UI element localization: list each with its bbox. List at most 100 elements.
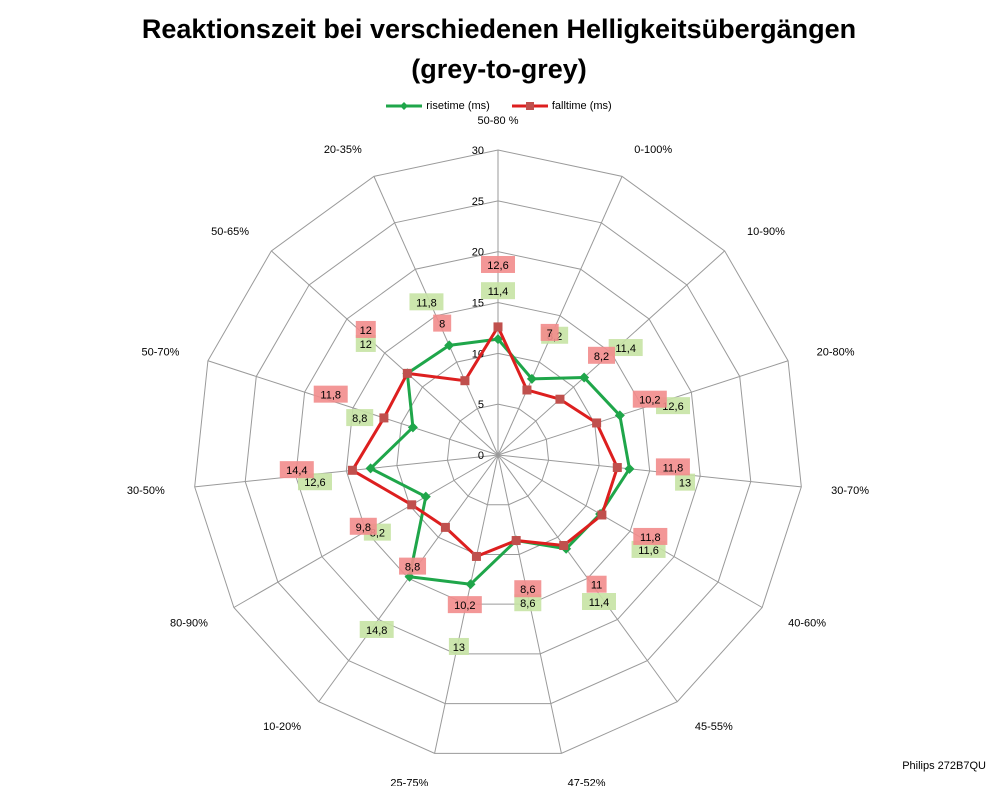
risetime-point	[614, 410, 625, 421]
falltime-data-label: 10,2	[639, 395, 660, 407]
falltime-point	[612, 463, 622, 473]
falltime-label-bg	[633, 527, 668, 545]
risetime-data-label: 12,6	[662, 401, 683, 413]
falltime-label-bg	[313, 385, 348, 403]
category-label: 45-55%	[695, 721, 733, 733]
grid-spoke	[497, 454, 802, 488]
risetime-data-label: 11,4	[589, 597, 610, 609]
falltime-data-label: 8,2	[594, 351, 609, 363]
falltime-point	[522, 385, 532, 395]
risetime-label-bg	[581, 593, 616, 611]
falltime-point	[555, 394, 565, 404]
risetime-label-bg	[359, 620, 394, 638]
risetime-data-label: 13	[679, 478, 691, 490]
grid-spoke	[194, 454, 499, 488]
risetime-data-label: 12	[360, 339, 372, 351]
risetime-point	[526, 373, 537, 384]
risetime-point	[444, 340, 455, 351]
risetime-label-bg	[448, 637, 469, 655]
risetime-label-bg	[514, 594, 542, 612]
category-label: 47-52%	[568, 778, 606, 786]
falltime-point	[511, 536, 521, 546]
falltime-point	[440, 522, 450, 532]
grid-ring-30	[194, 149, 802, 754]
legend-marker-falltime	[511, 102, 548, 110]
risetime-data-label: 13	[453, 642, 465, 654]
legend-item-risetime: risetime (ms)	[386, 100, 490, 112]
falltime-data-label: 7	[547, 328, 553, 340]
series-line-risetime	[369, 337, 631, 586]
falltime-label-bg	[588, 346, 616, 364]
r-tick-label: 0	[478, 450, 484, 462]
falltime-point	[407, 500, 417, 510]
falltime-data-label: 14,4	[286, 465, 307, 477]
series-line-falltime	[350, 326, 619, 558]
risetime-point	[493, 334, 503, 345]
category-label: 0-100%	[634, 144, 672, 156]
risetime-point	[579, 372, 590, 383]
legend-marker-risetime	[386, 102, 423, 110]
falltime-point	[402, 368, 412, 378]
grid-ring-5	[446, 403, 550, 506]
category-label: 30-50%	[127, 485, 165, 497]
risetime-label-bg	[608, 339, 643, 357]
falltime-data-label: 8	[439, 319, 445, 331]
category-label: 50-65%	[211, 226, 249, 238]
grid-ring-15	[345, 301, 651, 605]
falltime-data-label: 11,8	[640, 532, 661, 544]
category-label: 80-90%	[170, 618, 208, 630]
category-label: 50-80 %	[478, 115, 519, 127]
risetime-data-label: 11,8	[416, 297, 437, 309]
risetime-data-label: 12,6	[304, 477, 325, 489]
falltime-data-label: 8,6	[520, 584, 535, 596]
risetime-point	[465, 579, 476, 590]
falltime-point	[379, 413, 389, 423]
category-label: 25-75%	[390, 778, 428, 786]
risetime-label-bg	[481, 282, 515, 300]
falltime-data-label: 11,8	[663, 462, 684, 474]
risetime-point	[624, 463, 635, 474]
legend-label-falltime: falltime (ms)	[551, 100, 612, 112]
falltime-label-bg	[586, 575, 607, 593]
legend-label-risetime: risetime (ms)	[426, 100, 490, 112]
falltime-label-bg	[433, 314, 452, 332]
grid-spoke	[271, 250, 499, 456]
falltime-label-bg	[540, 323, 559, 341]
category-label: 10-20%	[263, 721, 301, 733]
grid-spoke	[497, 176, 623, 456]
falltime-point	[471, 551, 481, 561]
risetime-data-label: 8,8	[352, 413, 367, 425]
falltime-point	[347, 465, 357, 475]
r-tick-label: 25	[472, 196, 484, 208]
risetime-label-bg	[355, 334, 376, 352]
falltime-point	[460, 376, 470, 386]
category-label: 30-70%	[831, 485, 869, 497]
risetime-data-label: 8,6	[520, 598, 535, 610]
category-label: 20-35%	[324, 144, 362, 156]
grid-spoke	[207, 360, 499, 456]
falltime-label-bg	[632, 390, 667, 408]
chart-title-line2: (grey-to-grey)	[411, 54, 587, 84]
falltime-point	[559, 540, 569, 550]
category-label: 20-80%	[817, 346, 855, 358]
category-label: 40-60%	[788, 618, 826, 630]
falltime-data-label: 9,8	[356, 522, 371, 534]
falltime-data-label: 8,8	[405, 562, 420, 574]
legend: risetime (ms) falltime (ms)	[0, 100, 998, 112]
risetime-point	[420, 491, 431, 502]
falltime-data-label: 10,2	[454, 600, 475, 612]
category-label: 50-70%	[141, 346, 179, 358]
falltime-point	[597, 510, 607, 520]
category-label: 10-90%	[747, 226, 785, 238]
grid-ring-25	[244, 200, 752, 705]
falltime-label-bg	[514, 580, 542, 598]
falltime-point	[592, 418, 602, 428]
risetime-label-bg	[409, 293, 444, 311]
grid-spoke	[497, 360, 789, 456]
falltime-data-label: 11	[591, 580, 602, 592]
falltime-label-bg	[349, 517, 377, 535]
falltime-label-bg	[355, 320, 376, 338]
falltime-label-bg	[279, 461, 314, 479]
risetime-point	[407, 422, 418, 433]
